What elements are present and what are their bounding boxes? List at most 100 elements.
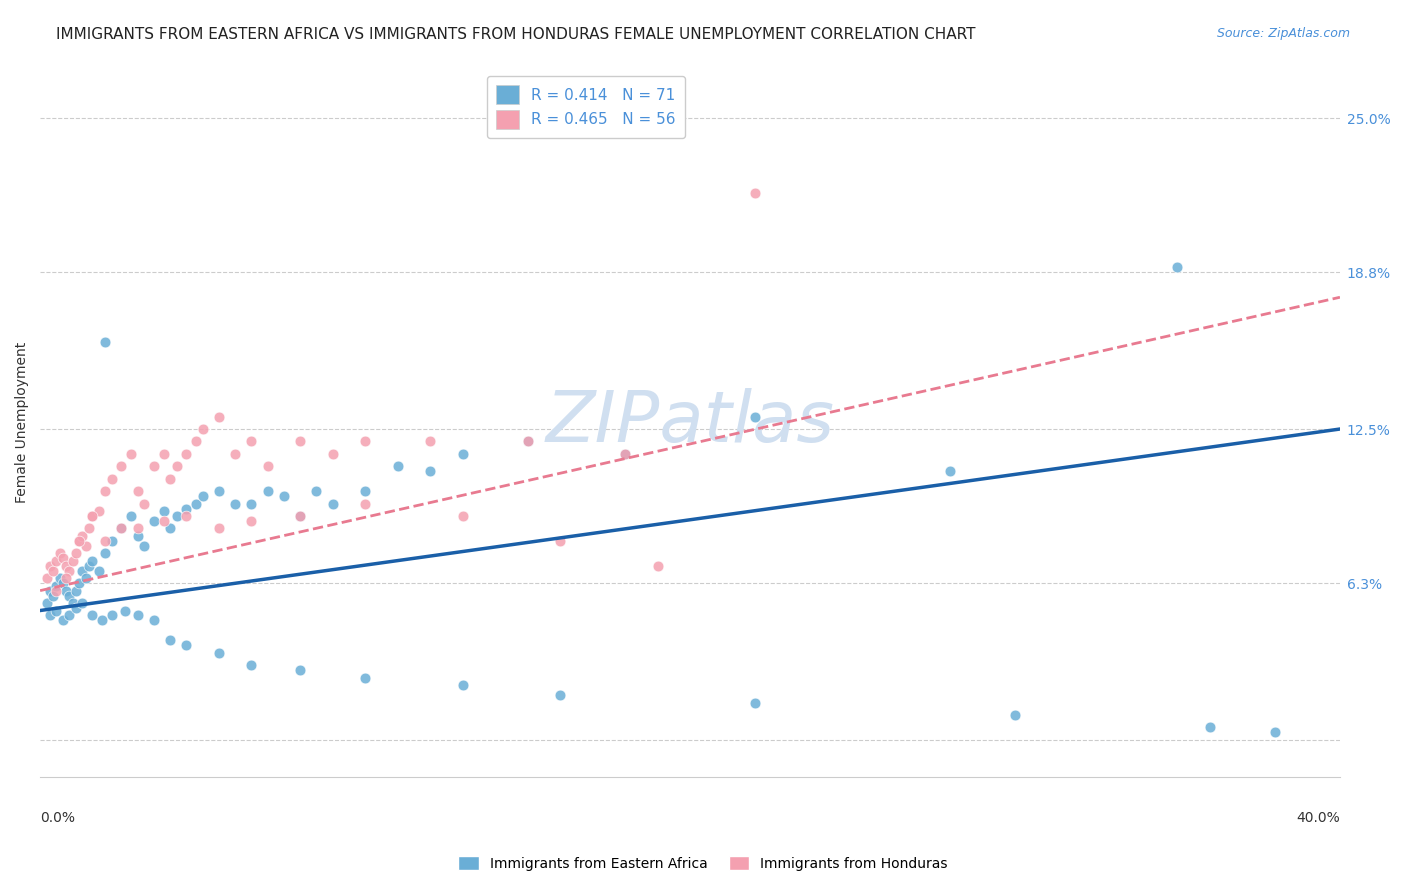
Point: [152, 447, 174, 461]
Point: [55, 558, 77, 573]
Point: [94, 484, 117, 499]
Point: [35, 571, 58, 585]
Point: [38, 558, 60, 573]
Point: [62, 554, 84, 568]
Text: Source: ZipAtlas.com: Source: ZipAtlas.com: [1216, 27, 1350, 40]
Point: [100, 533, 122, 548]
Point: [288, 434, 311, 449]
Point: [67, 533, 90, 548]
Point: [240, 497, 263, 511]
Point: [184, 497, 207, 511]
Point: [516, 434, 538, 449]
Point: [744, 186, 766, 200]
Point: [208, 521, 231, 535]
Point: [94, 546, 117, 560]
Point: [58, 564, 80, 578]
Point: [288, 509, 311, 524]
Point: [110, 459, 132, 474]
Point: [176, 501, 198, 516]
Point: [614, 447, 637, 461]
Point: [1199, 720, 1222, 734]
Point: [65, 546, 87, 560]
Point: [208, 409, 231, 424]
Point: [184, 434, 207, 449]
Point: [127, 529, 149, 543]
Point: [159, 521, 181, 535]
Point: [82, 509, 104, 524]
Point: [42, 589, 65, 603]
Point: [548, 533, 571, 548]
Point: [58, 608, 80, 623]
Point: [45, 579, 67, 593]
Point: [1264, 725, 1286, 739]
Point: [38, 608, 60, 623]
Point: [48, 546, 70, 560]
Point: [419, 464, 441, 478]
Point: [42, 564, 65, 578]
Point: [305, 484, 328, 499]
Point: [208, 484, 231, 499]
Point: [65, 601, 87, 615]
Point: [87, 564, 110, 578]
Point: [55, 583, 77, 598]
Point: [75, 571, 97, 585]
Point: [224, 497, 246, 511]
Point: [176, 638, 198, 652]
Point: [82, 608, 104, 623]
Point: [127, 484, 149, 499]
Point: [67, 533, 90, 548]
Point: [127, 608, 149, 623]
Point: [548, 688, 571, 702]
Point: [166, 459, 188, 474]
Point: [77, 521, 100, 535]
Point: [38, 583, 60, 598]
Point: [62, 596, 84, 610]
Point: [72, 564, 94, 578]
Point: [52, 576, 75, 591]
Point: [451, 447, 474, 461]
Point: [87, 504, 110, 518]
Point: [35, 596, 58, 610]
Point: [240, 514, 263, 528]
Legend: Immigrants from Eastern Africa, Immigrants from Honduras: Immigrants from Eastern Africa, Immigran…: [453, 850, 953, 876]
Point: [159, 633, 181, 648]
Point: [90, 614, 112, 628]
Point: [451, 509, 474, 524]
Point: [288, 663, 311, 677]
Point: [159, 472, 181, 486]
Point: [939, 464, 962, 478]
Point: [240, 434, 263, 449]
Point: [100, 608, 122, 623]
Point: [191, 422, 214, 436]
Point: [94, 533, 117, 548]
Point: [72, 529, 94, 543]
Point: [322, 447, 344, 461]
Text: 40.0%: 40.0%: [1296, 811, 1340, 825]
Point: [224, 447, 246, 461]
Point: [516, 434, 538, 449]
Point: [354, 434, 377, 449]
Point: [142, 614, 165, 628]
Point: [58, 589, 80, 603]
Text: ZIPatlas: ZIPatlas: [546, 388, 835, 458]
Point: [77, 558, 100, 573]
Point: [72, 596, 94, 610]
Text: IMMIGRANTS FROM EASTERN AFRICA VS IMMIGRANTS FROM HONDURAS FEMALE UNEMPLOYMENT C: IMMIGRANTS FROM EASTERN AFRICA VS IMMIGR…: [56, 27, 976, 42]
Point: [82, 554, 104, 568]
Point: [273, 489, 295, 503]
Point: [120, 447, 142, 461]
Point: [1166, 260, 1188, 275]
Point: [52, 614, 75, 628]
Point: [120, 509, 142, 524]
Point: [176, 509, 198, 524]
Point: [288, 509, 311, 524]
Legend: R = 0.414   N = 71, R = 0.465   N = 56: R = 0.414 N = 71, R = 0.465 N = 56: [486, 76, 685, 138]
Point: [114, 603, 136, 617]
Point: [354, 497, 377, 511]
Point: [45, 583, 67, 598]
Point: [67, 576, 90, 591]
Point: [191, 489, 214, 503]
Point: [132, 539, 155, 553]
Point: [45, 603, 67, 617]
Point: [48, 571, 70, 585]
